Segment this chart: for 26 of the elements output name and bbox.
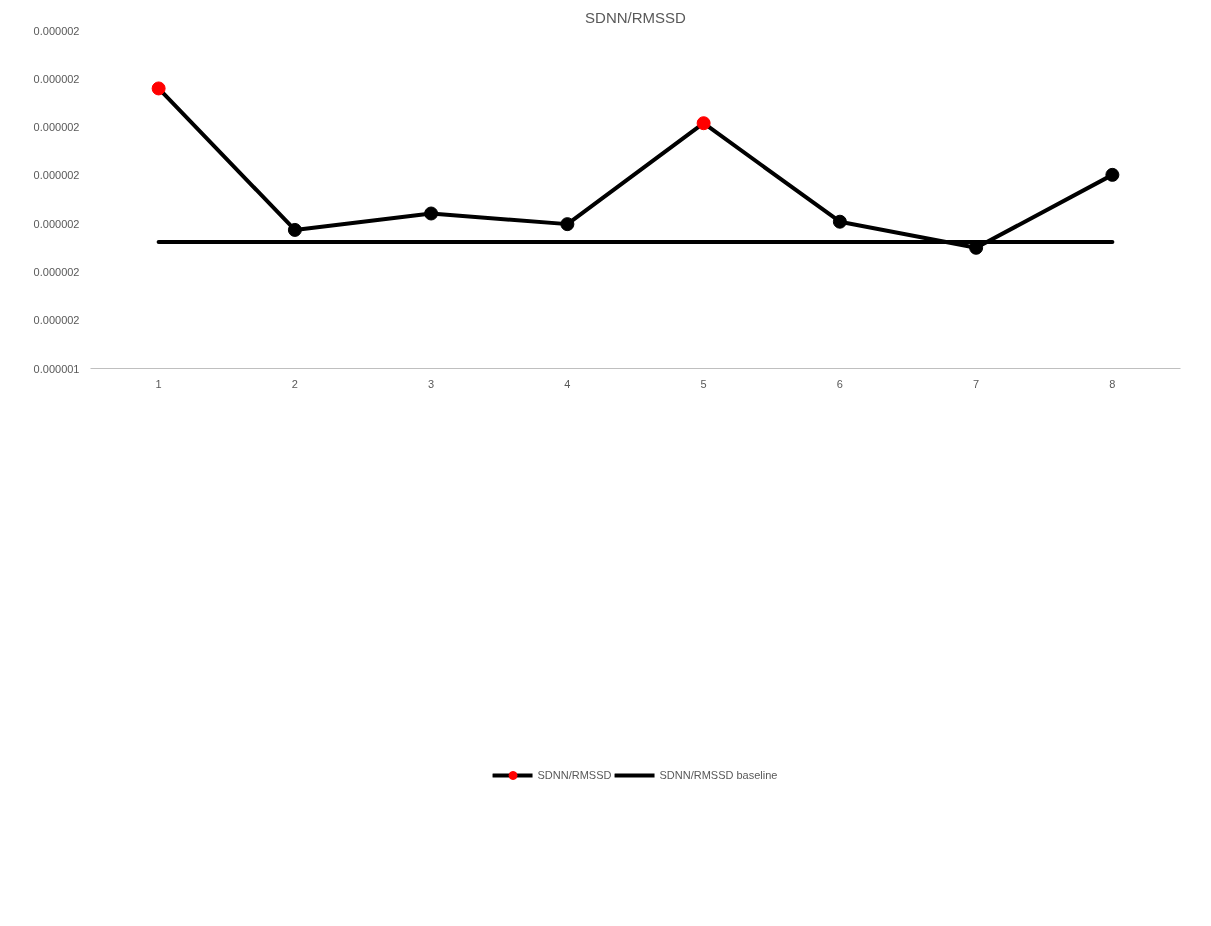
x-tick-label: 3 bbox=[428, 377, 435, 390]
x-tick-label: 7 bbox=[973, 377, 980, 390]
x-tick-label: 6 bbox=[836, 377, 843, 390]
x-tick-label: 2 bbox=[291, 377, 298, 390]
legend-label: SDNN/RMSSD bbox=[537, 769, 612, 781]
x-tick-label: 5 bbox=[700, 377, 707, 390]
x-tick-label: 8 bbox=[1109, 377, 1116, 390]
point bbox=[287, 222, 302, 237]
chart-title: SDNN/RMSSD bbox=[585, 8, 687, 26]
point bbox=[1105, 167, 1120, 182]
point bbox=[560, 217, 575, 232]
x-tick-label: 1 bbox=[155, 377, 162, 390]
x-tick-label: 4 bbox=[564, 377, 571, 390]
y-tick-label: 0.000002 bbox=[33, 169, 80, 182]
y-tick-label: 0.000002 bbox=[33, 121, 80, 134]
y-tick-label: 0.000002 bbox=[33, 314, 80, 327]
point bbox=[696, 116, 711, 131]
legend-label: SDNN/RMSSD baseline bbox=[659, 769, 778, 781]
point bbox=[832, 214, 847, 229]
y-tick-label: 0.000002 bbox=[33, 217, 80, 230]
point bbox=[151, 81, 166, 96]
y-tick-label: 0.000002 bbox=[33, 24, 80, 37]
y-tick-label: 0.000001 bbox=[33, 362, 80, 375]
point bbox=[424, 206, 439, 221]
y-tick-label: 0.000002 bbox=[33, 265, 80, 278]
y-tick-label: 0.000002 bbox=[33, 72, 80, 85]
